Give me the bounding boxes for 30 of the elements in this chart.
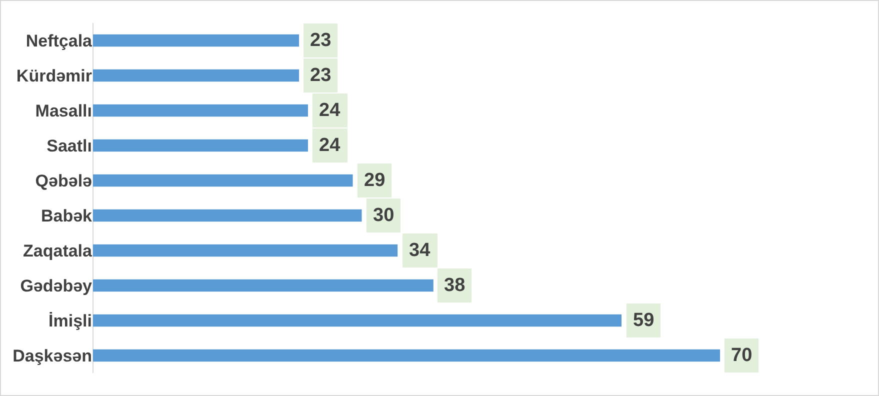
bar	[93, 349, 720, 362]
y-tick-label: Kürdəmir	[16, 66, 92, 86]
bar	[93, 139, 308, 152]
y-tick-label: Babək	[40, 206, 93, 226]
bar	[93, 174, 353, 187]
bar	[93, 209, 362, 222]
bar	[93, 244, 398, 257]
data-label: 24	[319, 135, 341, 156]
data-label: 30	[373, 205, 394, 226]
data-label: 23	[310, 65, 332, 86]
y-tick-label: Daşkəsən	[12, 346, 92, 366]
data-label: 24	[319, 100, 341, 121]
data-label: 70	[731, 345, 752, 366]
y-tick-label: Neftçala	[26, 31, 93, 50]
y-tick-label: Qəbələ	[35, 171, 92, 190]
bar	[93, 314, 622, 327]
data-label: 38	[444, 275, 466, 296]
data-label: 59	[633, 310, 654, 331]
bar	[93, 104, 308, 117]
bar	[93, 279, 434, 292]
data-label: 34	[409, 240, 431, 261]
y-tick-label: Masallı	[35, 101, 92, 120]
y-tick-label: Gədəbəy	[20, 276, 93, 296]
data-label: 29	[364, 170, 386, 191]
bar	[93, 34, 300, 47]
y-tick-label: Saatlı	[46, 136, 92, 156]
y-tick-label: İmişli	[48, 311, 92, 330]
data-label: 23	[310, 30, 332, 51]
bar	[93, 69, 300, 82]
y-tick-label: Zaqatala	[23, 241, 93, 260]
